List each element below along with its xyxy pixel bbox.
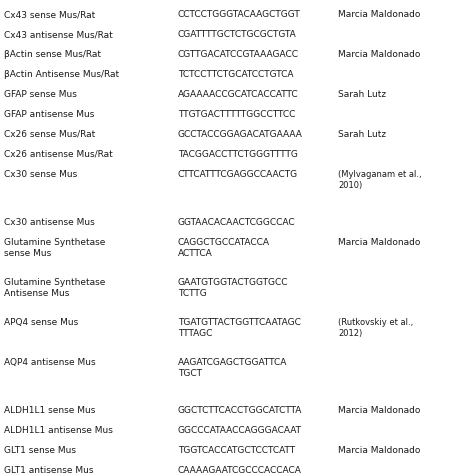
Text: AAGATCGAGCTGGATTCA
TGCT: AAGATCGAGCTGGATTCA TGCT [178, 357, 287, 377]
Text: Marcia Maldonado: Marcia Maldonado [338, 50, 420, 59]
Text: Glutamine Synthetase
Antisense Mus: Glutamine Synthetase Antisense Mus [4, 278, 105, 298]
Text: GFAP sense Mus: GFAP sense Mus [4, 90, 77, 99]
Text: ALDH1L1 sense Mus: ALDH1L1 sense Mus [4, 405, 95, 414]
Text: (Mylvaganam et al.,
2010): (Mylvaganam et al., 2010) [338, 169, 422, 190]
Text: GGTAACACAACTCGGCCAC: GGTAACACAACTCGGCCAC [178, 218, 296, 227]
Text: GLT1 antisense Mus: GLT1 antisense Mus [4, 465, 93, 474]
Text: Cx43 antisense Mus/Rat: Cx43 antisense Mus/Rat [4, 30, 113, 39]
Text: CGATTTTGCTCTGCGCTGTA: CGATTTTGCTCTGCGCTGTA [178, 30, 297, 39]
Text: TGGTCACCATGCTCCTCATT: TGGTCACCATGCTCCTCATT [178, 445, 295, 454]
Text: GLT1 sense Mus: GLT1 sense Mus [4, 445, 76, 454]
Text: AQP4 antisense Mus: AQP4 antisense Mus [4, 357, 96, 366]
Text: Marcia Maldonado: Marcia Maldonado [338, 405, 420, 414]
Text: APQ4 sense Mus: APQ4 sense Mus [4, 317, 78, 327]
Text: Marcia Maldonado: Marcia Maldonado [338, 445, 420, 454]
Text: CAAAAGAATCGCCCACCACA: CAAAAGAATCGCCCACCACA [178, 465, 302, 474]
Text: GFAP antisense Mus: GFAP antisense Mus [4, 110, 94, 119]
Text: GAATGTGGTACTGGTGCC
TCTTG: GAATGTGGTACTGGTGCC TCTTG [178, 278, 289, 298]
Text: AGAAAACCGCATCACCATTC: AGAAAACCGCATCACCATTC [178, 90, 299, 99]
Text: TCTCCTTCTGCATCCTGTCA: TCTCCTTCTGCATCCTGTCA [178, 70, 293, 79]
Text: Marcia Maldonado: Marcia Maldonado [338, 10, 420, 19]
Text: Glutamine Synthetase
sense Mus: Glutamine Synthetase sense Mus [4, 238, 105, 258]
Text: CTTCATTTCGAGGCCAACTG: CTTCATTTCGAGGCCAACTG [178, 169, 298, 178]
Text: Sarah Lutz: Sarah Lutz [338, 130, 386, 139]
Text: (Rutkovskiy et al.,
2012): (Rutkovskiy et al., 2012) [338, 317, 413, 337]
Text: TTGTGACTTTTTGGCCTTCC: TTGTGACTTTTTGGCCTTCC [178, 110, 295, 119]
Text: Cx30 sense Mus: Cx30 sense Mus [4, 169, 77, 178]
Text: CGTTGACATCCGTAAAGACC: CGTTGACATCCGTAAAGACC [178, 50, 299, 59]
Text: Sarah Lutz: Sarah Lutz [338, 90, 386, 99]
Text: Cx26 antisense Mus/Rat: Cx26 antisense Mus/Rat [4, 149, 113, 159]
Text: GGCCCATAACCAGGGACAAT: GGCCCATAACCAGGGACAAT [178, 425, 302, 434]
Text: GGCTCTTCACCTGGCATCTTA: GGCTCTTCACCTGGCATCTTA [178, 405, 302, 414]
Text: βActin Antisense Mus/Rat: βActin Antisense Mus/Rat [4, 70, 119, 79]
Text: GCCTACCGGAGACATGAAAA: GCCTACCGGAGACATGAAAA [178, 130, 303, 139]
Text: TGATGTTACTGGTTCAATAGC
TTTAGC: TGATGTTACTGGTTCAATAGC TTTAGC [178, 317, 301, 337]
Text: Cx30 antisense Mus: Cx30 antisense Mus [4, 218, 95, 227]
Text: ALDH1L1 antisense Mus: ALDH1L1 antisense Mus [4, 425, 113, 434]
Text: TACGGACCTTCTGGGTTTTG: TACGGACCTTCTGGGTTTTG [178, 149, 298, 159]
Text: βActin sense Mus/Rat: βActin sense Mus/Rat [4, 50, 101, 59]
Text: Marcia Maldonado: Marcia Maldonado [338, 238, 420, 247]
Text: Cx26 sense Mus/Rat: Cx26 sense Mus/Rat [4, 130, 95, 139]
Text: CAGGCTGCCATACCA
ACTTCA: CAGGCTGCCATACCA ACTTCA [178, 238, 270, 258]
Text: CCTCCTGGGTACAAGCTGGT: CCTCCTGGGTACAAGCTGGT [178, 10, 301, 19]
Text: Cx43 sense Mus/Rat: Cx43 sense Mus/Rat [4, 10, 95, 19]
